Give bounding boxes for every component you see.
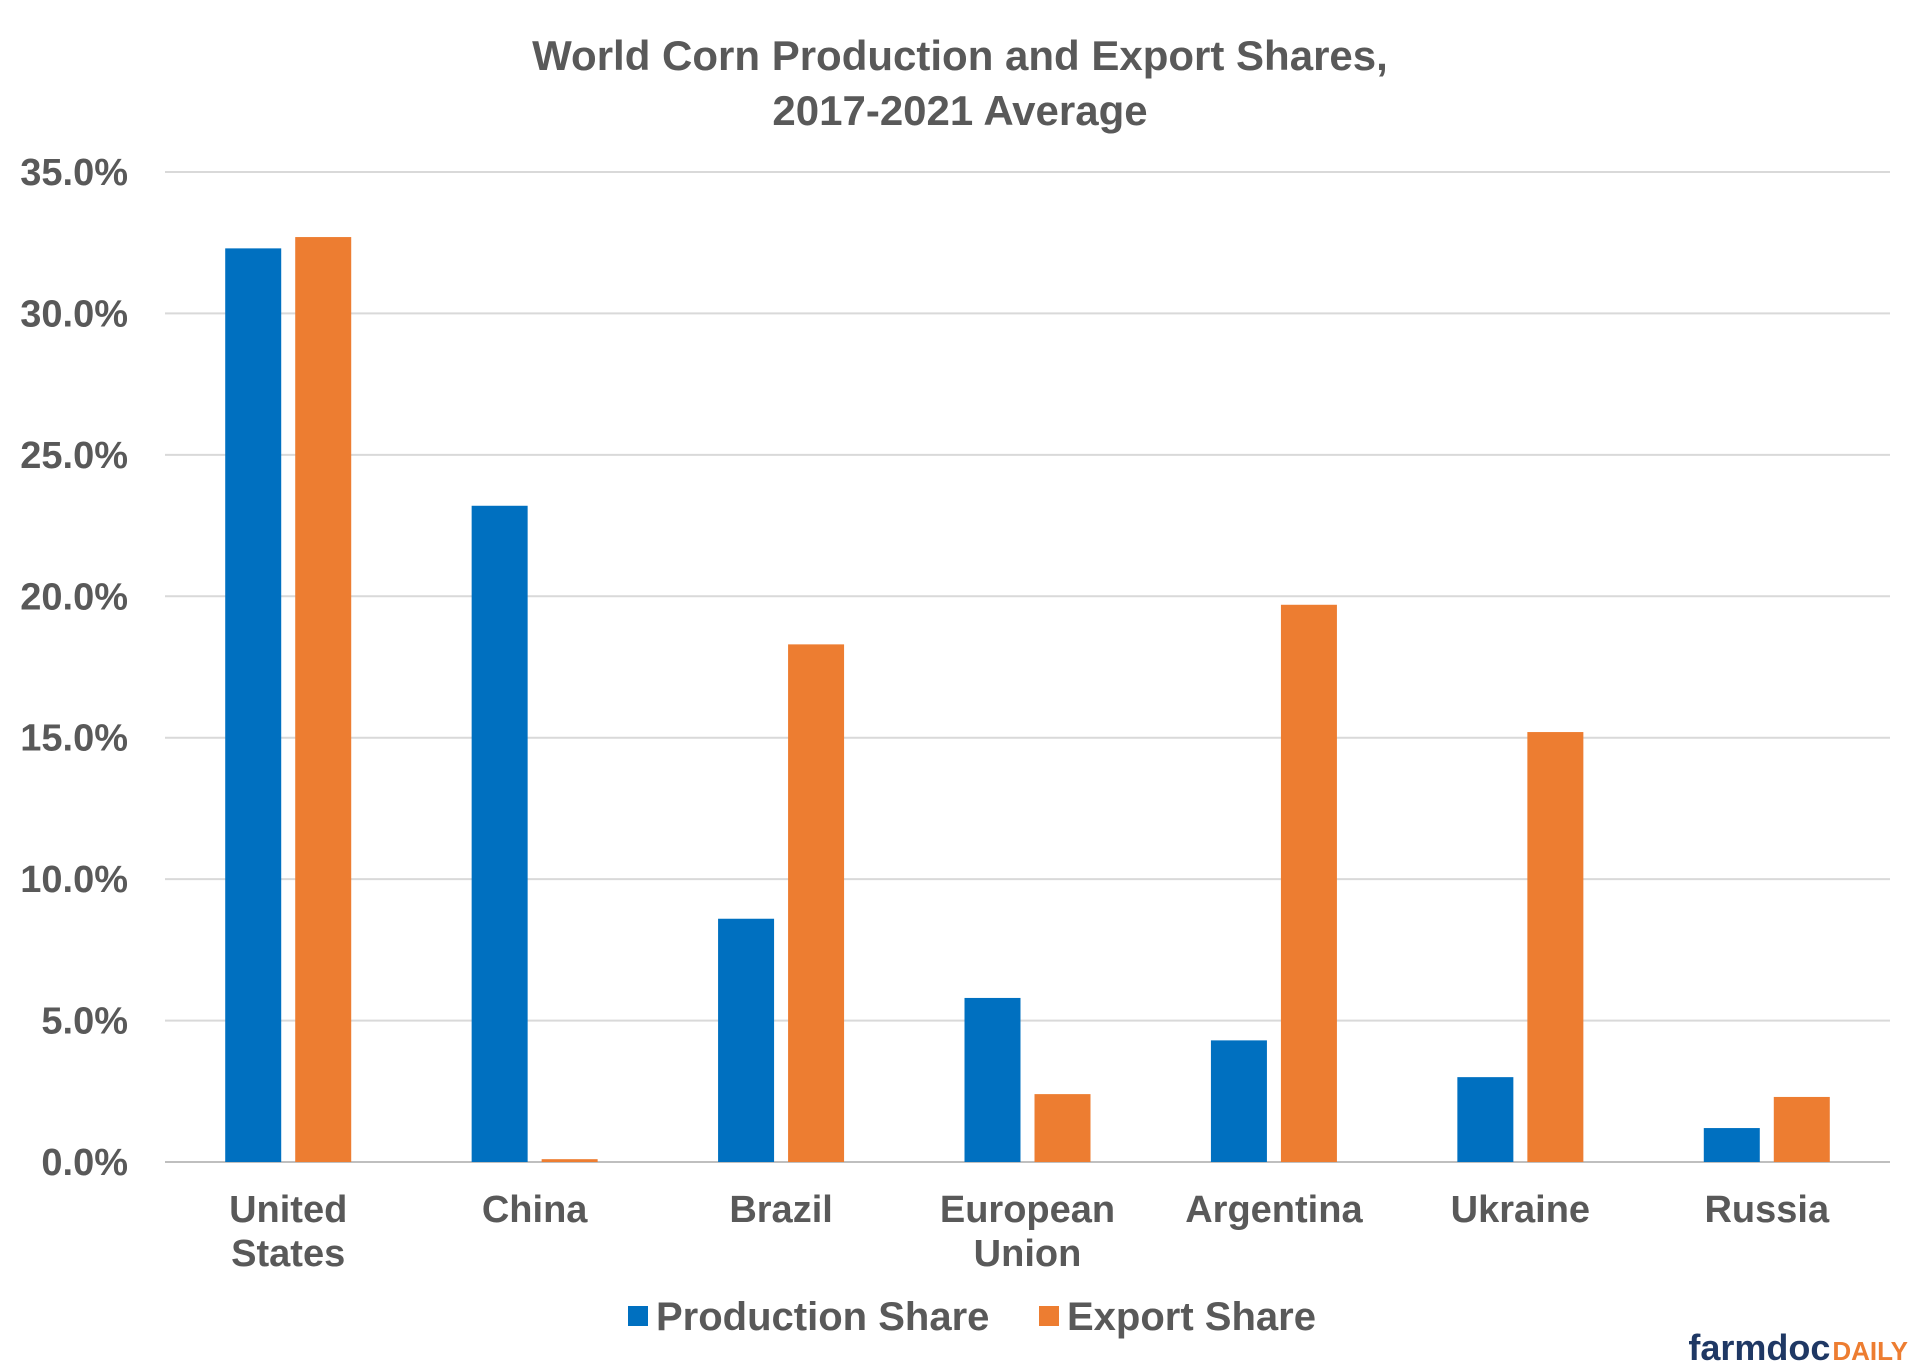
bar: [541, 1159, 598, 1162]
bar: [1457, 1077, 1514, 1162]
bar: [225, 248, 282, 1162]
chart-title-line-2: 2017-2021 Average: [772, 87, 1147, 134]
svg-text:farmdocDAILY: farmdocDAILY: [1688, 1327, 1908, 1368]
x-tick-label: Brazil: [729, 1189, 832, 1231]
x-tick-label: United States: [229, 1189, 347, 1275]
bar: [295, 237, 352, 1163]
bar: [1773, 1096, 1830, 1162]
x-tick-label: China: [482, 1189, 588, 1231]
x-tick-label: European Union: [940, 1189, 1115, 1275]
y-tick-label: 35.0%: [20, 152, 128, 194]
logo-main-text: farmdoc: [1688, 1327, 1830, 1368]
chart-title-line-1: World Corn Production and Export Shares,: [532, 32, 1388, 79]
x-tick-label: Russia: [1704, 1189, 1829, 1231]
bar: [1527, 732, 1584, 1162]
y-tick-label: 15.0%: [20, 718, 128, 760]
legend: Production Share Export Share: [628, 1295, 1316, 1339]
bar: [788, 644, 845, 1162]
legend-label: Production Share: [656, 1295, 989, 1339]
bar: [1280, 604, 1337, 1162]
bar: [964, 997, 1021, 1162]
bar: [1034, 1094, 1091, 1162]
y-tick-label: 5.0%: [41, 1001, 128, 1043]
y-tick-label: 30.0%: [20, 293, 128, 335]
bars: [225, 237, 1830, 1163]
x-axis-ticks: United States China Brazil European Union Arge…: [229, 1189, 1830, 1275]
x-tick-label: Argentina: [1185, 1189, 1363, 1231]
bar: [1703, 1128, 1760, 1162]
bar: [471, 505, 528, 1162]
logo-accent-text: DAILY: [1832, 1336, 1908, 1366]
bar: [718, 918, 775, 1162]
chart-title: World Corn Production and Export Shares,…: [532, 32, 1388, 134]
y-tick-label: 25.0%: [20, 435, 128, 477]
y-tick-label: 20.0%: [20, 576, 128, 618]
legend-swatch: [628, 1306, 648, 1326]
bar: [1210, 1040, 1267, 1162]
farmdoc-daily-logo: farmdocDAILY: [1688, 1327, 1908, 1368]
y-tick-label: 0.0%: [41, 1142, 128, 1184]
gridlines: [165, 171, 1890, 1163]
legend-label: Export Share: [1067, 1295, 1316, 1339]
x-tick-label: Ukraine: [1451, 1189, 1590, 1231]
legend-swatch: [1039, 1306, 1059, 1326]
y-axis-ticks: 0.0% 5.0% 10.0% 15.0% 20.0% 25.0% 30.0% 35.0%: [20, 152, 128, 1184]
y-tick-label: 10.0%: [20, 859, 128, 901]
